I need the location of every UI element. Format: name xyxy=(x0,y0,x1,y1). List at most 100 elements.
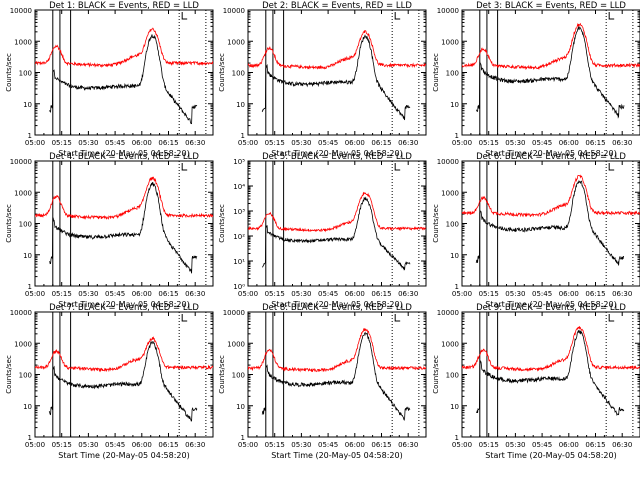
x-tick-label: 05:15 xyxy=(52,139,72,147)
panel-title: Det 2: BLACK = Events, RED = LLD xyxy=(262,1,412,11)
panel-det-2: Det 2: BLACK = Events, RED = LLD Counts/s… xyxy=(218,1,427,158)
interval-bracket xyxy=(608,314,615,322)
panel-title: Det 4: BLACK = Events, RED = LLD xyxy=(49,152,199,162)
y-tick-label: 1 xyxy=(455,283,459,291)
x-tick-label: 06:15 xyxy=(585,139,605,147)
x-tick-label: 06:30 xyxy=(612,290,632,298)
interval-bracket xyxy=(394,163,401,171)
y-tick-label: 10 xyxy=(236,403,245,411)
y-tick-label: 10000 xyxy=(437,309,459,317)
y-tick-label: 100 xyxy=(446,221,459,229)
y-axis-label: Counts/sec xyxy=(432,355,440,394)
panel-title: Det 3: BLACK = Events, RED = LLD xyxy=(476,1,626,11)
x-tick-label: 05:15 xyxy=(479,139,499,147)
y-tick-label: 100 xyxy=(232,70,245,78)
panel-det-9: Det 9: BLACK = Events, RED = LLD Counts/s… xyxy=(432,303,640,460)
y-tick-label: 10000 xyxy=(223,7,245,15)
events-series-line xyxy=(48,340,198,422)
x-tick-label: 06:30 xyxy=(398,441,418,449)
x-tick-label: 05:00 xyxy=(25,139,45,147)
interval-bracket xyxy=(181,12,188,20)
y-tick-label: 1000 xyxy=(14,38,32,46)
y-tick-label: 10000 xyxy=(10,309,32,317)
x-tick-label: 06:30 xyxy=(398,290,418,298)
lld-series-line xyxy=(462,174,640,218)
plot-frame xyxy=(247,9,427,136)
panel-title: Det 8: BLACK = Events, RED = LLD xyxy=(262,303,412,313)
series-group xyxy=(462,22,640,119)
x-tick-label: 05:00 xyxy=(452,290,472,298)
x-axis-label: Start Time (20-May-05 04:58:20) xyxy=(485,300,616,309)
y-tick-label: 1000 xyxy=(14,340,32,348)
events-series-line xyxy=(48,34,198,125)
y-axis-label: Counts/sec xyxy=(432,204,440,243)
y-tick-label: 100 xyxy=(19,221,32,229)
series-group xyxy=(248,30,426,121)
y-tick-label: 1000 xyxy=(227,340,245,348)
panel-title: Det 6: BLACK = Events, RED = LLD xyxy=(476,152,626,162)
x-tick-label: 05:15 xyxy=(479,290,499,298)
y-tick-label: 10 xyxy=(450,101,459,109)
interval-bracket xyxy=(608,163,615,171)
plot-frame xyxy=(247,160,427,287)
y-tick-label: 1000 xyxy=(441,340,459,348)
x-tick-label: 06:15 xyxy=(158,290,178,298)
interval-bracket xyxy=(181,314,188,322)
x-tick-label: 06:00 xyxy=(559,441,579,449)
y-tick-label: 1000 xyxy=(441,189,459,197)
x-tick-label: 05:30 xyxy=(78,441,98,449)
x-tick-label: 06:00 xyxy=(132,139,152,147)
y-tick-label: 100 xyxy=(446,372,459,380)
x-tick-label: 05:45 xyxy=(105,139,125,147)
x-axis-label: Start Time (20-May-05 04:58:20) xyxy=(485,149,616,158)
x-tick-label: 06:30 xyxy=(612,139,632,147)
y-tick-label: 10 xyxy=(450,403,459,411)
series-group xyxy=(248,327,426,422)
x-tick-label: 05:30 xyxy=(505,290,525,298)
x-tick-label: 06:00 xyxy=(132,290,152,298)
lld-series-line xyxy=(462,22,640,71)
plot-frame xyxy=(247,311,427,438)
series-group xyxy=(248,191,426,271)
y-tick-label: 10⁰ xyxy=(233,283,245,291)
y-axis-label: Counts/sec xyxy=(5,204,13,243)
events-series-line xyxy=(261,34,411,121)
x-tick-label: 05:30 xyxy=(78,290,98,298)
y-tick-label: 10⁴ xyxy=(233,183,245,191)
x-axis-label: Start Time (20-May-05 04:58:20) xyxy=(271,300,402,309)
lld-series-line xyxy=(35,27,213,68)
x-tick-label: 06:00 xyxy=(345,441,365,449)
y-tick-label: 10 xyxy=(450,252,459,260)
x-tick-label: 06:15 xyxy=(158,139,178,147)
y-tick-label: 10 xyxy=(23,403,32,411)
interval-bracket xyxy=(181,163,188,171)
panel-title: Det 7: BLACK = Events, RED = LLD xyxy=(49,303,199,313)
x-tick-label: 06:00 xyxy=(132,441,152,449)
x-tick-label: 06:15 xyxy=(371,290,391,298)
x-tick-label: 05:15 xyxy=(52,290,72,298)
x-tick-label: 05:45 xyxy=(532,139,552,147)
lld-series-line xyxy=(248,30,426,70)
x-tick-label: 05:30 xyxy=(291,441,311,449)
x-tick-label: 05:00 xyxy=(25,441,45,449)
panel-det-7: Det 7: BLACK = Events, RED = LLD Counts/s… xyxy=(5,303,214,460)
lld-series-line xyxy=(462,326,640,372)
y-tick-label: 10 xyxy=(23,101,32,109)
events-series-line xyxy=(475,25,625,119)
y-tick-label: 10² xyxy=(233,233,245,241)
x-tick-label: 05:00 xyxy=(238,441,258,449)
x-tick-label: 05:45 xyxy=(318,139,338,147)
panel-det-6: Det 6: BLACK = Events, RED = LLD Counts/s… xyxy=(432,152,640,309)
panel-det-8: Det 8: BLACK = Events, RED = LLD Counts/s… xyxy=(218,303,427,460)
x-tick-label: 05:15 xyxy=(265,139,285,147)
panel-title: Det 1: BLACK = Events, RED = LLD xyxy=(49,1,199,11)
y-tick-label: 10 xyxy=(236,101,245,109)
y-axis-label: Counts/sec xyxy=(5,355,13,394)
x-tick-label: 05:15 xyxy=(265,441,285,449)
y-tick-label: 10¹ xyxy=(233,258,245,266)
y-tick-label: 1000 xyxy=(441,38,459,46)
y-tick-label: 10000 xyxy=(223,309,245,317)
y-tick-label: 1 xyxy=(28,434,32,442)
x-tick-label: 05:30 xyxy=(78,139,98,147)
